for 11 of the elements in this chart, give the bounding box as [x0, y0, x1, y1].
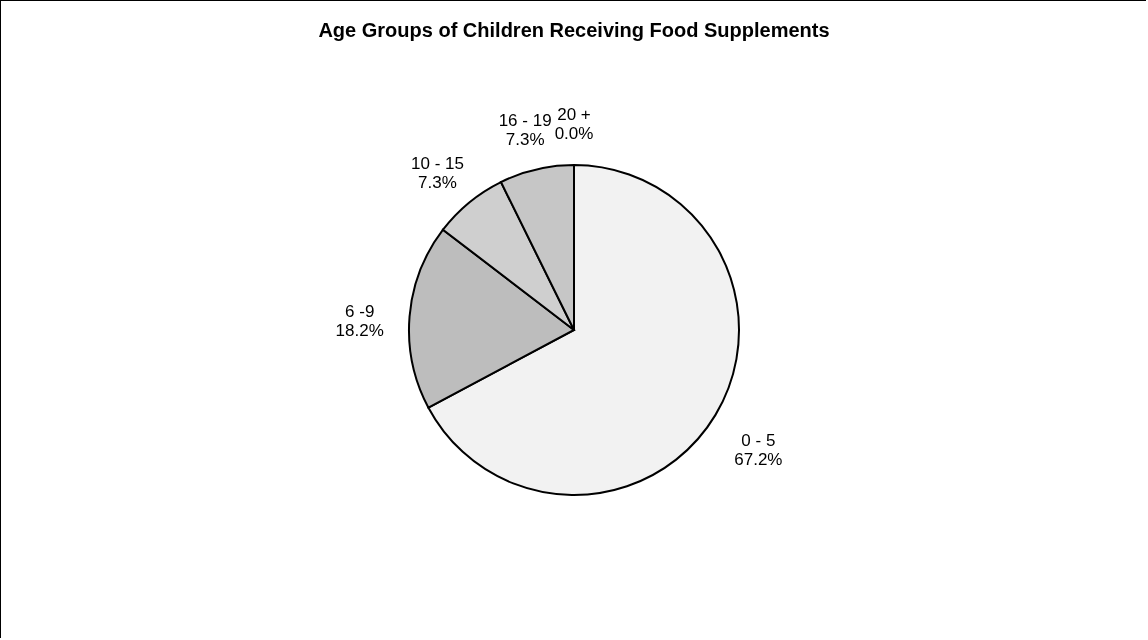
- slice-label: 6 -9: [345, 302, 375, 322]
- category-label: 20 +: [557, 105, 591, 124]
- data-label: 67.2%: [734, 449, 783, 469]
- data-label: 18.2%: [335, 321, 384, 341]
- text: 0.0%: [554, 124, 594, 143]
- data-label: 7.3%: [505, 129, 545, 149]
- chart-title: Age Groups of Children Receiving Food Supplements: [318, 19, 830, 41]
- slice-label: 0 - 5: [741, 430, 776, 450]
- slice-label: 10 - 15: [411, 153, 464, 173]
- data-label: 7.3%: [418, 172, 457, 192]
- slice-label: 16 - 19: [498, 110, 552, 130]
